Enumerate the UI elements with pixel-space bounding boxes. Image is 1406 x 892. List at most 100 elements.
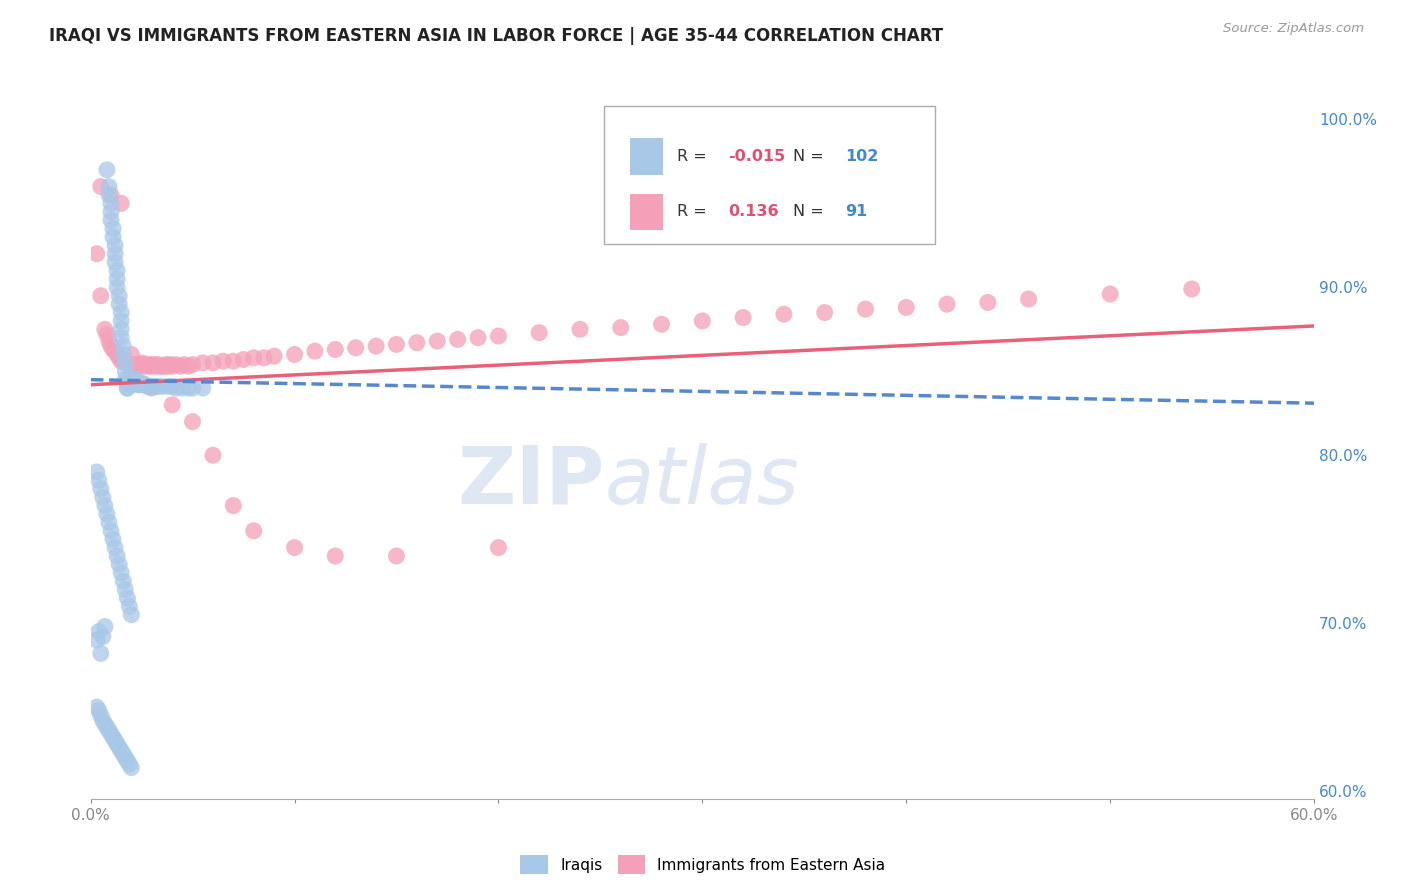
Point bbox=[110, 305, 132, 319]
Point bbox=[98, 179, 121, 194]
Point bbox=[118, 599, 141, 614]
Point bbox=[222, 354, 245, 368]
Point bbox=[101, 221, 124, 235]
Point bbox=[146, 358, 169, 372]
Point bbox=[127, 377, 149, 392]
Point bbox=[344, 341, 367, 355]
Point bbox=[117, 373, 139, 387]
Text: N =: N = bbox=[793, 204, 824, 219]
Point bbox=[157, 359, 180, 374]
Text: 102: 102 bbox=[845, 149, 879, 164]
Point bbox=[112, 574, 135, 589]
Point bbox=[149, 359, 172, 374]
Point bbox=[242, 524, 264, 538]
Point bbox=[101, 532, 124, 546]
Point bbox=[160, 379, 183, 393]
Point bbox=[1018, 292, 1040, 306]
Point bbox=[118, 757, 141, 772]
Point bbox=[283, 347, 305, 361]
Point bbox=[118, 358, 141, 372]
Point bbox=[191, 381, 214, 395]
Point bbox=[120, 347, 142, 361]
Point bbox=[114, 373, 136, 387]
Text: N =: N = bbox=[793, 149, 824, 164]
Point bbox=[651, 318, 673, 332]
Point bbox=[98, 334, 121, 348]
Point bbox=[569, 322, 592, 336]
Point bbox=[139, 379, 162, 393]
Point bbox=[96, 507, 118, 521]
Point bbox=[86, 465, 108, 479]
Text: IRAQI VS IMMIGRANTS FROM EASTERN ASIA IN LABOR FORCE | AGE 35-44 CORRELATION CHA: IRAQI VS IMMIGRANTS FROM EASTERN ASIA IN… bbox=[49, 27, 943, 45]
Point bbox=[114, 364, 136, 378]
Point bbox=[263, 349, 285, 363]
Point bbox=[181, 381, 204, 395]
Point bbox=[120, 607, 142, 622]
Point bbox=[110, 322, 132, 336]
Point bbox=[100, 188, 122, 202]
Point bbox=[91, 490, 114, 504]
Point bbox=[142, 379, 165, 393]
Point bbox=[127, 358, 149, 372]
Point bbox=[100, 524, 122, 538]
Point bbox=[467, 331, 489, 345]
Point bbox=[160, 359, 183, 374]
Point bbox=[169, 359, 191, 374]
Point bbox=[177, 359, 200, 374]
Point bbox=[114, 582, 136, 597]
Point bbox=[108, 297, 131, 311]
Point bbox=[136, 379, 159, 393]
Point bbox=[105, 737, 128, 751]
Point bbox=[364, 339, 387, 353]
Point bbox=[94, 717, 117, 731]
Point bbox=[814, 305, 837, 319]
Point bbox=[117, 356, 139, 370]
Point bbox=[323, 343, 346, 357]
Point bbox=[90, 179, 112, 194]
Point bbox=[426, 334, 449, 348]
Point bbox=[86, 246, 108, 260]
Text: ZIP: ZIP bbox=[457, 442, 605, 521]
Point bbox=[114, 356, 136, 370]
Point bbox=[1099, 287, 1122, 301]
Point bbox=[977, 295, 1000, 310]
Point bbox=[181, 358, 204, 372]
Point bbox=[128, 359, 150, 374]
Point bbox=[120, 358, 142, 372]
Point bbox=[150, 359, 173, 374]
Point bbox=[124, 376, 146, 390]
Point bbox=[139, 358, 162, 372]
Point bbox=[104, 344, 127, 359]
Point bbox=[385, 337, 408, 351]
Point bbox=[529, 326, 551, 340]
Text: 91: 91 bbox=[845, 204, 868, 219]
Point bbox=[141, 359, 163, 374]
Point bbox=[117, 591, 139, 605]
Point bbox=[105, 347, 128, 361]
Point bbox=[114, 750, 136, 764]
Point bbox=[100, 727, 122, 741]
Point bbox=[112, 747, 135, 761]
Point bbox=[96, 720, 118, 734]
Text: 0.136: 0.136 bbox=[728, 204, 779, 219]
Point bbox=[104, 733, 127, 747]
Point bbox=[136, 359, 159, 374]
Point bbox=[117, 754, 139, 768]
Point bbox=[135, 377, 157, 392]
Point bbox=[773, 307, 796, 321]
Text: -0.015: -0.015 bbox=[728, 149, 786, 164]
Point bbox=[108, 558, 131, 572]
Point bbox=[96, 327, 118, 342]
Point bbox=[304, 344, 326, 359]
Point bbox=[165, 358, 187, 372]
Point bbox=[323, 549, 346, 563]
Point bbox=[191, 356, 214, 370]
Point bbox=[222, 499, 245, 513]
Point bbox=[86, 632, 108, 647]
Point bbox=[127, 376, 149, 390]
Point bbox=[110, 196, 132, 211]
Point bbox=[108, 351, 131, 365]
Point bbox=[90, 646, 112, 660]
Point bbox=[90, 482, 112, 496]
Text: Source: ZipAtlas.com: Source: ZipAtlas.com bbox=[1223, 22, 1364, 36]
